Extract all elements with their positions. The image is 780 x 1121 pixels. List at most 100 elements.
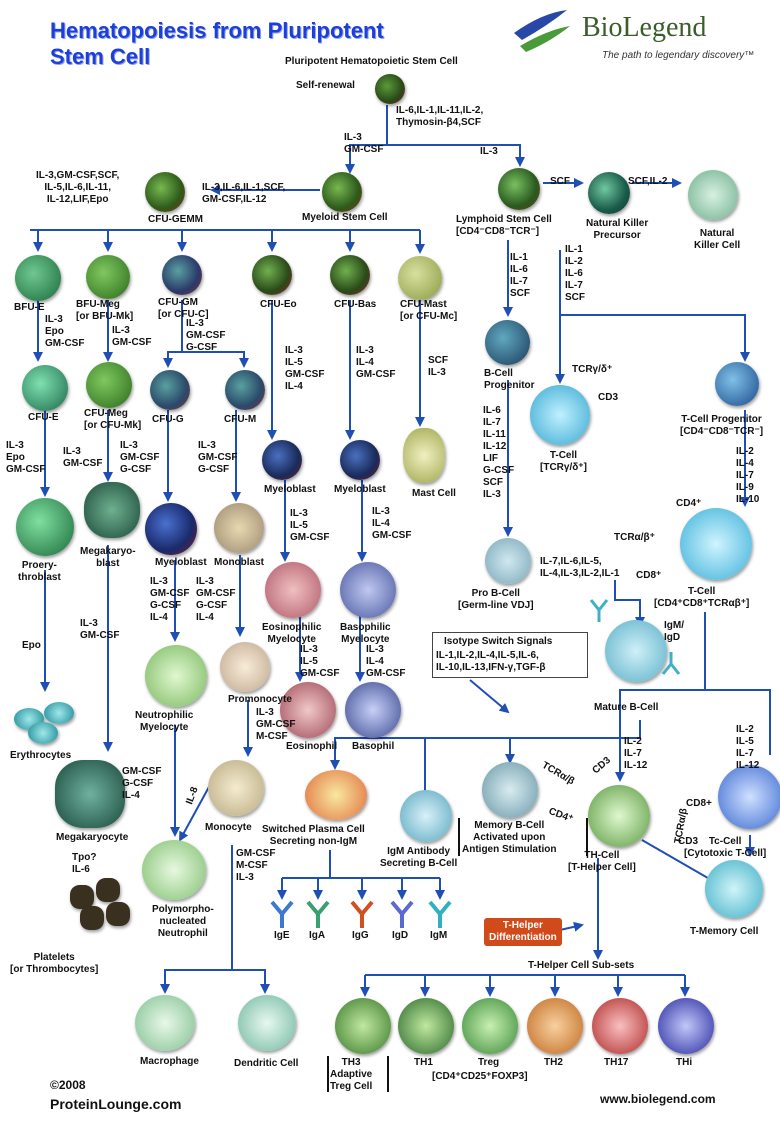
- cfumeg-cell: [86, 362, 132, 408]
- iga-antibody-icon: [306, 900, 330, 928]
- tcell-ab-cell: [680, 508, 752, 580]
- megakaryocyte-cytokines: IL-3 GM-CSF: [80, 618, 120, 641]
- cfum-cytokines: IL-3 GM-CSF G-CSF: [198, 440, 238, 475]
- plasma-cell: [305, 770, 367, 820]
- tmemory-label: T-Memory Cell: [690, 926, 759, 937]
- th2-cell: [527, 998, 583, 1054]
- proteinlounge-link[interactable]: ProteinLounge.com: [50, 1096, 182, 1112]
- probcell-cell: [485, 538, 531, 584]
- nk-cell: [688, 170, 738, 220]
- cfueo-cytokines: IL-3 IL-5 GM-CSF IL-4: [285, 345, 325, 392]
- erythrocytes-label: Erythrocytes: [10, 750, 72, 761]
- th1-label: TH1: [414, 1057, 433, 1068]
- myeloblast-eo-cell: [262, 440, 302, 480]
- cd3c-label: CD3: [678, 836, 699, 847]
- myeloblast-bas-cytokines: IL-3 IL-4 GM-CSF: [372, 506, 412, 541]
- igg-label: IgG: [352, 930, 369, 941]
- tcr-gd-label: TCRγ/δ⁺: [572, 364, 613, 375]
- cfugm-label: CFU-GM [or CFU-C]: [158, 297, 209, 320]
- myeloid-stem-label: Myeloid Stem Cell: [302, 212, 388, 223]
- bfumeg-cell: [86, 255, 130, 299]
- bas-myelocyte-cytokines: IL-3 IL-4 GM-CSF: [366, 644, 406, 679]
- myeloblast-bas-cell: [340, 440, 380, 480]
- promonocyte-cytokines: IL-3 GM-CSF M-CSF: [256, 707, 296, 742]
- igd-receptor-icon: [661, 652, 681, 675]
- lymphoid-cytokines: IL-3: [480, 146, 498, 157]
- tcell-ab-label: T-Cell [CD4⁺CD8⁺TCRαβ⁺]: [654, 586, 750, 609]
- igm-antibody-icon: [428, 900, 452, 928]
- erythrocyte-cell: [44, 702, 74, 724]
- scf-label: SCF: [550, 176, 570, 187]
- mast-cell-label: Mast Cell: [412, 488, 456, 499]
- cfubas-label: CFU-Bas: [334, 299, 377, 310]
- copyright: ©2008: [50, 1078, 86, 1092]
- myeloblast-n-cell: [145, 503, 197, 555]
- phsc-label: Pluripotent Hematopoietic Stem Cell: [285, 56, 458, 67]
- plasma-cell-label: Switched Plasma Cell Secreting non-IgM: [262, 824, 365, 847]
- dendritic-label: Dendritic Cell: [234, 1058, 299, 1069]
- th3-bracket: [327, 1056, 389, 1092]
- bfue-cytokines: IL-3 Epo GM-CSF: [45, 314, 85, 349]
- basophil-label: Basophil: [352, 741, 395, 752]
- cfugemm-label: CFU-GEMM: [148, 214, 203, 225]
- eosinophil-cell: [280, 682, 336, 738]
- memory-bcell-bracket: [458, 818, 588, 856]
- eosinophil-label: Eosinophil: [286, 741, 338, 752]
- dendritic-cell: [238, 995, 296, 1051]
- megakaryocyte-label: Megakaryocyte: [56, 832, 129, 843]
- treg-phenotype: [CD4⁺CD25⁺FOXP3]: [432, 1071, 528, 1082]
- bcell-progenitor-cell: [485, 320, 530, 365]
- th-differentiation-badge: T-Helper Differentiation: [484, 918, 562, 946]
- cd4-label: CD4⁺: [676, 498, 702, 509]
- memory-bcell-cell: [482, 762, 538, 818]
- cd3-label: CD3: [598, 392, 619, 403]
- cfumast-cytokines: SCF IL-3: [428, 355, 448, 378]
- neut-myelocyte-cell: [145, 645, 207, 707]
- monoblast-label: Monoblast: [214, 557, 264, 568]
- monocyte-label: Monocyte: [205, 822, 252, 833]
- igg-antibody-icon: [350, 900, 374, 928]
- cfug-label: CFU-G: [152, 414, 184, 425]
- mature-bcell-cell: [605, 620, 667, 682]
- monocyte-cytokines: GM-CSF M-CSF IL-3: [236, 848, 276, 883]
- logo-tagline: The path to legendary discovery™: [602, 50, 755, 61]
- phsc-cell: [375, 74, 405, 104]
- tcell-progenitor-label: T-Cell Progenitor [CD4⁻CD8⁻TCR⁻]: [680, 414, 764, 437]
- epo-label: Epo: [22, 640, 41, 651]
- cfubas-cytokines: IL-3 IL-4 GM-CSF: [356, 345, 396, 380]
- thi-label: THi: [676, 1057, 693, 1068]
- biolegend-link[interactable]: www.biolegend.com: [600, 1092, 716, 1106]
- eos-myelocyte-label: Eosinophilic Myelocyte: [262, 622, 322, 645]
- bfumeg-cytokines: IL-3 GM-CSF: [112, 325, 152, 348]
- probcell-cytokines: IL-7,IL-6,IL-5, IL-4,IL-3,IL-2,IL-1: [540, 556, 620, 579]
- thcell-cell: [588, 785, 650, 847]
- tpo-cytokines: Tpo? IL-6: [72, 852, 97, 875]
- myeloblast-eo-label: Myeloblast: [264, 484, 316, 495]
- mature-bcell-label: Mature B-Cell: [594, 702, 659, 713]
- myeloblast-n-cytokines: IL-3 GM-CSF G-CSF IL-4: [150, 576, 190, 623]
- platelet-cell: [80, 906, 104, 930]
- th2-label: TH2: [544, 1057, 563, 1068]
- bas-myelocyte-label: Basophilic Myelocyte: [340, 622, 391, 645]
- cfugemm-cytokines: IL-3,IL-6,IL-1,SCF, GM-CSF,IL-12: [202, 182, 286, 205]
- iga-label: IgA: [309, 930, 326, 941]
- scf-il2-label: SCF,IL-2: [628, 176, 668, 187]
- myeloblast-eo-cytokines: IL-3 IL-5 GM-CSF: [290, 508, 330, 543]
- bfue-cell: [15, 255, 61, 301]
- ige-antibody-icon: [270, 900, 294, 928]
- megakaryoblast-label: Megakaryo- blast: [80, 546, 136, 569]
- macrophage-label: Macrophage: [140, 1056, 199, 1067]
- self-renewal-label: Self-renewal: [296, 80, 355, 91]
- ige-label: IgE: [274, 930, 290, 941]
- probcell-label: Pro B-Cell [Germ-line VDJ]: [458, 588, 534, 611]
- myeloid-cytokines: IL-3 GM-CSF: [344, 132, 384, 155]
- th17-cell: [592, 998, 648, 1054]
- isotype-switch-body: IL-1,IL-2,IL-4,IL-5,IL-6, IL-10,IL-13,IF…: [436, 650, 546, 673]
- bcell-progenitor-cytokines: IL-6 IL-7 IL-11 IL-12 LIF G-CSF SCF IL-3: [483, 405, 515, 500]
- tmemory-cell: [705, 860, 763, 918]
- isotype-switch-title: Isotype Switch Signals: [444, 636, 553, 647]
- tcell-gd-cell: [530, 385, 590, 445]
- erythrocyte-cell: [28, 722, 58, 744]
- bfumeg-label: BFU-Meg [or BFU-Mk]: [76, 299, 134, 322]
